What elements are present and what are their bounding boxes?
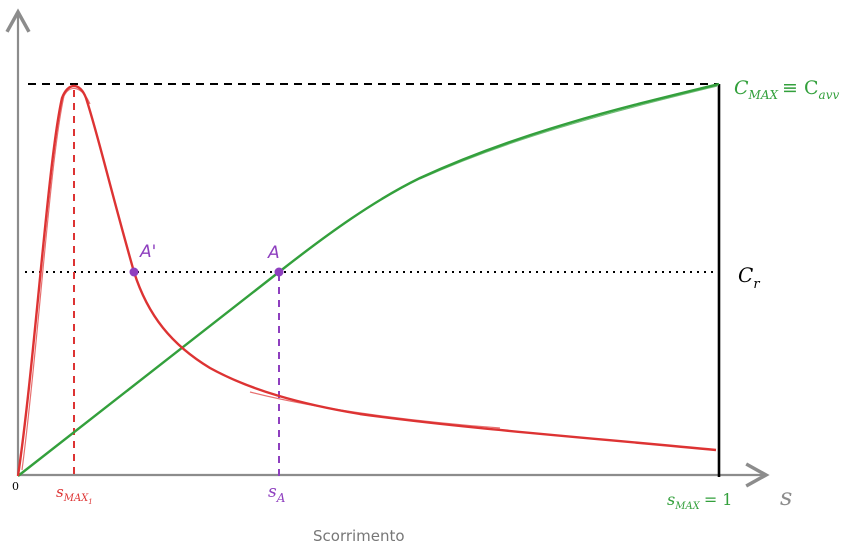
cmax-label: CMAX ≡ Cavv	[734, 77, 839, 102]
point-a-prime-label: A'	[139, 242, 156, 262]
cr-label: Cr	[738, 263, 760, 292]
point-a-prime-marker	[129, 267, 139, 277]
motor-torque-curve	[16, 84, 717, 477]
origin-label: 0	[12, 480, 19, 493]
load-torque-curve	[17, 82, 720, 477]
x-axis-caption: Scorrimento	[313, 527, 405, 545]
sa-label: sA	[268, 482, 286, 505]
load-torque-curve-sketch	[419, 85, 718, 180]
motor-torque-curve-sketch	[21, 87, 501, 471]
point-a-marker	[274, 267, 284, 277]
point-a-label: A	[267, 243, 280, 263]
x-axis-symbol: s	[780, 483, 792, 511]
smax1-label: sMAX1	[56, 483, 93, 506]
smax-label: sMAX = 1	[667, 490, 732, 512]
